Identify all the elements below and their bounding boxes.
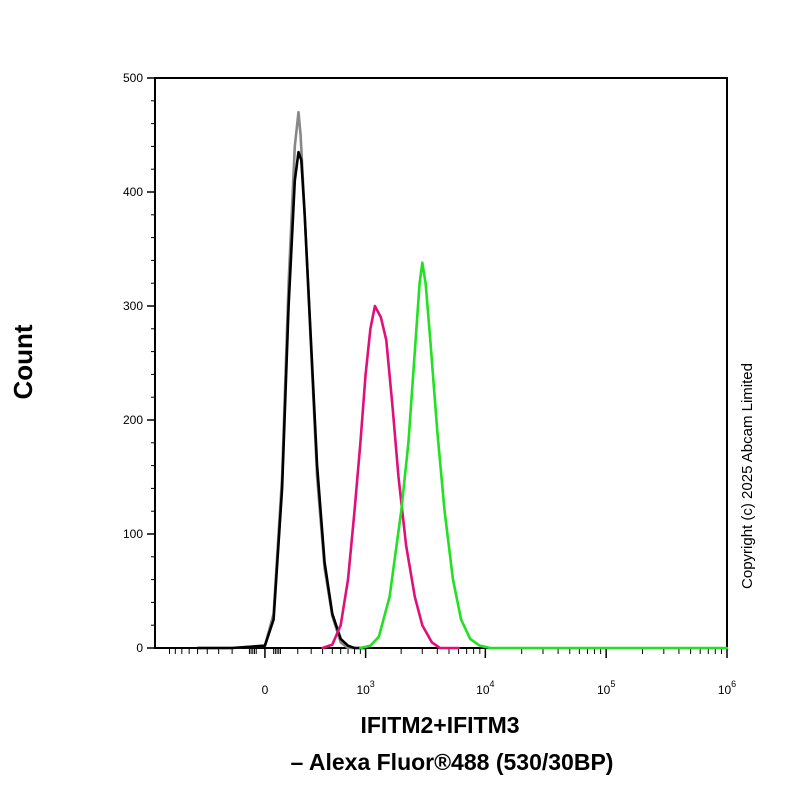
- x-tick-label: 105: [597, 679, 615, 697]
- histogram-series-line-2: [196, 150, 367, 650]
- histogram-series-line-4: [359, 261, 729, 650]
- x-tick-label: 106: [718, 679, 736, 697]
- histogram-series-line-1: [196, 110, 367, 650]
- x-axis-label-line2: – Alexa Fluor®488 (530/30BP): [291, 749, 614, 775]
- copyright-notice: Copyright (c) 2025 Abcam Limited: [739, 363, 756, 589]
- x-axis-label-line1: IFITM2+IFITM3: [360, 712, 519, 738]
- y-axis: 0 100 200 300 400 500: [123, 71, 155, 655]
- plot-frame: [154, 77, 728, 649]
- y-tick-label: 200: [123, 413, 143, 427]
- y-tick-label: 400: [123, 185, 143, 199]
- y-tick-label: 500: [123, 71, 143, 85]
- histogram-series-line-3: [321, 304, 460, 650]
- y-tick-label: 100: [123, 527, 143, 541]
- x-tick-label: 0: [262, 683, 269, 697]
- x-tick-label: 103: [356, 679, 374, 697]
- x-axis: 0 103 104 105 106: [168, 648, 736, 697]
- y-tick-label: 0: [136, 641, 143, 655]
- histogram-series: [196, 110, 729, 650]
- y-axis-label: Count: [8, 324, 38, 399]
- y-tick-label: 300: [123, 299, 143, 313]
- x-tick-label: 104: [476, 679, 494, 697]
